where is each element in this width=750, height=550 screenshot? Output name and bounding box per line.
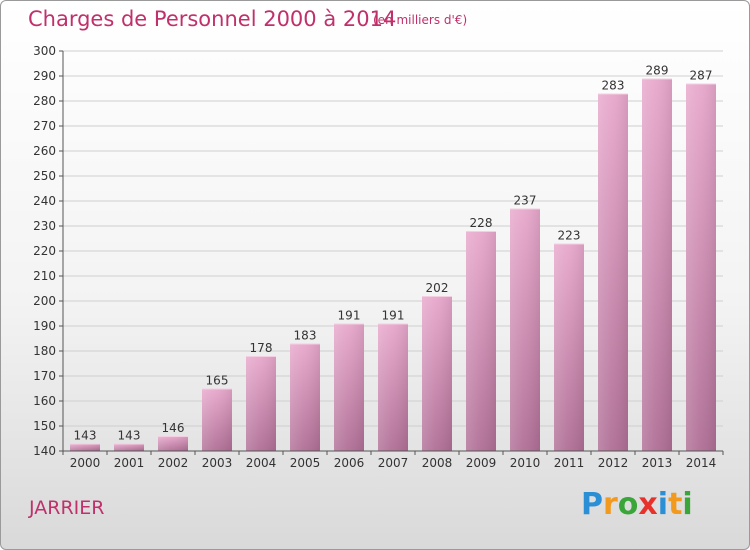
commune-name: JARRIER	[29, 497, 105, 519]
y-tick-label: 160	[33, 394, 56, 408]
x-tick-label: 2008	[422, 456, 453, 470]
x-tick-label: 2013	[642, 456, 673, 470]
x-tick-label: 2011	[554, 456, 585, 470]
x-tick-label: 2010	[510, 456, 541, 470]
bar-highlight	[686, 83, 716, 451]
logo-letter: t	[668, 487, 683, 522]
x-tick-label: 2007	[378, 456, 409, 470]
bar-value-label: 183	[294, 329, 317, 343]
bar-highlight	[334, 323, 364, 451]
bar-highlight	[510, 208, 540, 451]
bar-value-label: 287	[690, 69, 713, 83]
x-tick-label: 2009	[466, 456, 497, 470]
bar-highlight	[598, 93, 628, 451]
x-tick-label: 2006	[334, 456, 365, 470]
chart-subtitle: (en milliers d'€)	[373, 13, 468, 27]
y-tick-label: 180	[33, 344, 56, 358]
logo-letter: r	[603, 487, 618, 522]
bar-highlight	[158, 436, 188, 451]
bar-highlight	[554, 243, 584, 451]
y-tick-label: 270	[33, 119, 56, 133]
y-tick-label: 300	[33, 44, 56, 58]
logo-letter: o	[617, 487, 639, 522]
bar-highlight	[378, 323, 408, 451]
y-tick-label: 290	[33, 69, 56, 83]
bar-highlight	[290, 343, 320, 451]
logo-letter: i	[657, 487, 669, 522]
bar-value-label: 289	[646, 64, 669, 78]
y-tick-label: 260	[33, 144, 56, 158]
x-tick-label: 2001	[114, 456, 145, 470]
bar-value-label: 143	[118, 429, 141, 443]
x-tick-label: 2005	[290, 456, 321, 470]
bar-value-label: 178	[250, 341, 273, 355]
proxiti-logo: Proxiti	[581, 487, 693, 522]
bar-highlight	[114, 443, 144, 451]
y-tick-label: 280	[33, 94, 56, 108]
y-tick-label: 200	[33, 294, 56, 308]
chart-title: Charges de Personnel 2000 à 2014	[28, 7, 397, 31]
y-tick-label: 210	[33, 269, 56, 283]
x-tick-label: 2003	[202, 456, 233, 470]
x-tick-label: 2012	[598, 456, 629, 470]
bar-highlight	[642, 78, 672, 451]
bar-highlight	[422, 296, 452, 451]
bar-highlight	[202, 388, 232, 451]
bar-value-label: 143	[74, 429, 97, 443]
logo-letter: P	[581, 487, 603, 522]
bar-highlight	[70, 443, 100, 451]
logo-letter: i	[682, 487, 693, 522]
bar-highlight	[246, 356, 276, 451]
bar-value-label: 223	[558, 229, 581, 243]
bar-value-label: 165	[206, 374, 229, 388]
bar-value-label: 202	[426, 281, 449, 295]
y-tick-label: 230	[33, 219, 56, 233]
x-tick-label: 2014	[686, 456, 717, 470]
bar-value-label: 237	[514, 194, 537, 208]
bar-value-label: 191	[382, 309, 405, 323]
bar-highlight	[466, 231, 496, 451]
y-tick-label: 220	[33, 244, 56, 258]
y-tick-label: 190	[33, 319, 56, 333]
y-tick-label: 150	[33, 419, 56, 433]
y-tick-label: 240	[33, 194, 56, 208]
bar-value-label: 146	[162, 421, 185, 435]
bar-value-label: 283	[602, 79, 625, 93]
y-tick-label: 170	[33, 369, 56, 383]
x-tick-label: 2002	[158, 456, 189, 470]
y-tick-label: 140	[33, 444, 56, 458]
bar-value-label: 191	[338, 309, 361, 323]
y-tick-label: 250	[33, 169, 56, 183]
x-tick-label: 2000	[70, 456, 101, 470]
x-tick-label: 2004	[246, 456, 277, 470]
logo-letter: x	[638, 487, 658, 522]
bar-value-label: 228	[470, 216, 493, 230]
